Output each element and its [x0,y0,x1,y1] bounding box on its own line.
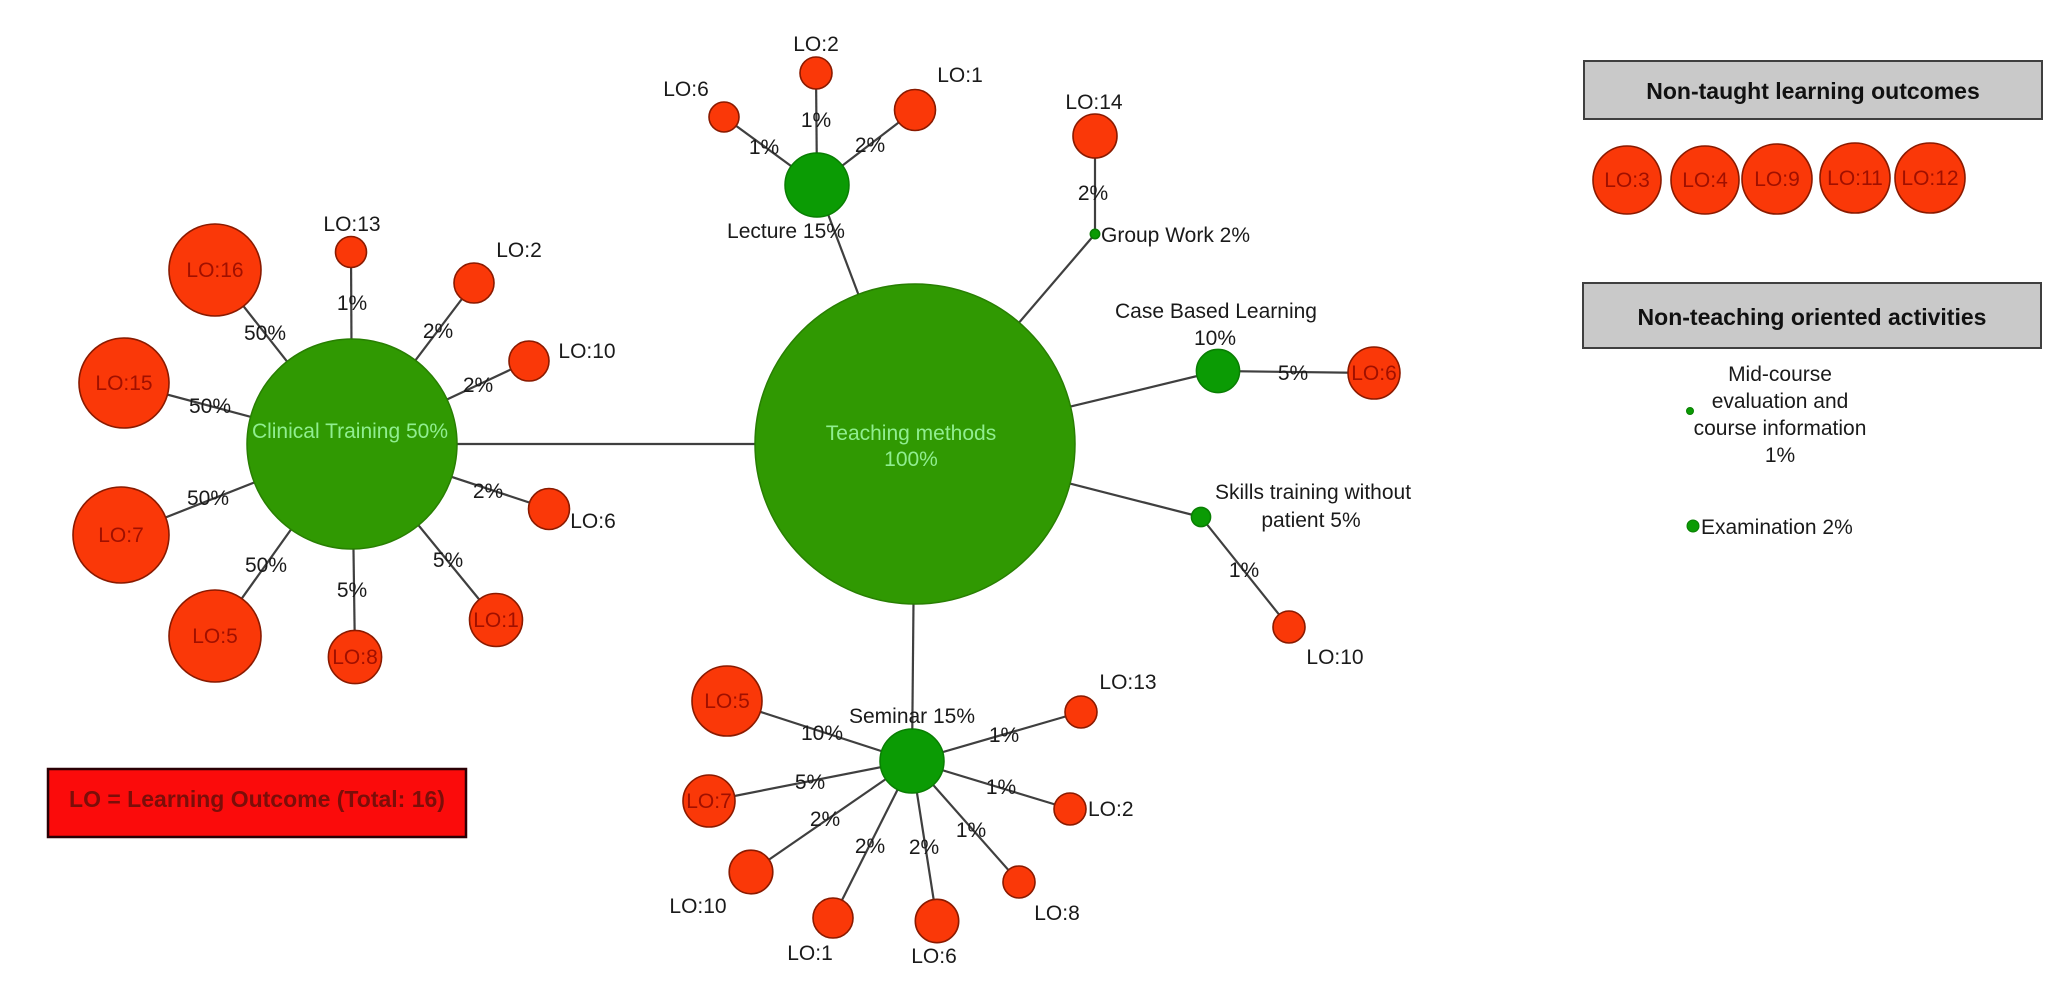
svg-text:5%: 5% [337,579,367,602]
svg-text:LO:4: LO:4 [1682,169,1728,192]
svg-text:Teaching methods: Teaching methods [826,422,996,445]
svg-text:10%: 10% [801,722,843,745]
svg-text:LO:1: LO:1 [473,609,519,632]
svg-text:5%: 5% [1278,362,1308,385]
svg-text:LO:6: LO:6 [1351,362,1397,385]
svg-text:1%: 1% [1229,559,1259,582]
svg-text:LO = Learning Outcome (Total:: LO = Learning Outcome (Total: 16) [69,786,445,812]
svg-text:2%: 2% [463,374,493,397]
svg-text:LO:2: LO:2 [1088,798,1134,821]
svg-text:LO:2: LO:2 [496,239,542,262]
svg-text:LO:9: LO:9 [1754,168,1800,191]
svg-text:LO:13: LO:13 [323,213,380,236]
svg-text:LO:10: LO:10 [669,895,726,918]
svg-text:50%: 50% [189,395,231,418]
svg-text:5%: 5% [433,549,463,572]
svg-text:Non-teaching oriented activiti: Non-teaching oriented activities [1638,304,1987,330]
svg-text:LO:10: LO:10 [558,340,615,363]
svg-text:LO:13: LO:13 [1099,671,1156,694]
svg-text:LO:16: LO:16 [186,259,243,282]
svg-text:Non-taught learning outcomes: Non-taught learning outcomes [1646,78,1980,104]
svg-text:course information: course information [1694,417,1867,440]
svg-text:Lecture 15%: Lecture 15% [727,220,845,243]
svg-text:LO:5: LO:5 [192,625,238,648]
svg-text:LO:6: LO:6 [911,945,957,968]
svg-text:1%: 1% [801,109,831,132]
svg-text:LO:12: LO:12 [1901,167,1958,190]
svg-text:Mid-course: Mid-course [1728,363,1832,386]
svg-text:patient 5%: patient 5% [1261,509,1360,532]
svg-text:1%: 1% [749,136,779,159]
svg-text:1%: 1% [986,776,1016,799]
svg-text:2%: 2% [423,320,453,343]
svg-text:Case Based Learning: Case Based Learning [1115,300,1317,323]
svg-text:2%: 2% [810,808,840,831]
svg-text:LO:14: LO:14 [1065,91,1123,114]
svg-text:2%: 2% [855,835,885,858]
svg-text:LO:5: LO:5 [704,690,750,713]
svg-text:1%: 1% [989,724,1019,747]
svg-text:evaluation and: evaluation and [1712,390,1849,413]
svg-text:Examination 2%: Examination 2% [1701,516,1853,539]
svg-text:Clinical Training 50%: Clinical Training 50% [252,420,448,443]
svg-text:Group Work 2%: Group Work 2% [1101,224,1250,247]
svg-text:LO:6: LO:6 [570,510,616,533]
svg-text:LO:6: LO:6 [663,78,709,101]
svg-text:LO:1: LO:1 [787,942,833,965]
svg-text:2%: 2% [473,480,503,503]
svg-text:LO:15: LO:15 [95,372,152,395]
svg-text:50%: 50% [244,322,286,345]
svg-text:1%: 1% [956,819,986,842]
svg-text:Skills training without: Skills training without [1215,481,1411,504]
svg-text:50%: 50% [187,487,229,510]
svg-text:LO:3: LO:3 [1604,169,1650,192]
svg-text:1%: 1% [337,292,367,315]
svg-text:LO:2: LO:2 [793,33,839,56]
svg-text:2%: 2% [909,836,939,859]
svg-text:LO:1: LO:1 [937,64,983,87]
svg-text:LO:7: LO:7 [686,790,732,813]
svg-text:10%: 10% [1194,327,1236,350]
svg-text:LO:7: LO:7 [98,524,144,547]
svg-text:Seminar 15%: Seminar 15% [849,705,975,728]
svg-text:LO:8: LO:8 [332,646,378,669]
svg-text:50%: 50% [245,554,287,577]
svg-text:5%: 5% [795,771,825,794]
svg-text:LO:8: LO:8 [1034,902,1080,925]
svg-text:2%: 2% [1078,182,1108,205]
svg-text:1%: 1% [1765,444,1795,467]
svg-text:LO:10: LO:10 [1306,646,1363,669]
svg-text:LO:11: LO:11 [1827,167,1883,190]
svg-text:100%: 100% [884,448,938,471]
svg-text:2%: 2% [855,134,885,157]
